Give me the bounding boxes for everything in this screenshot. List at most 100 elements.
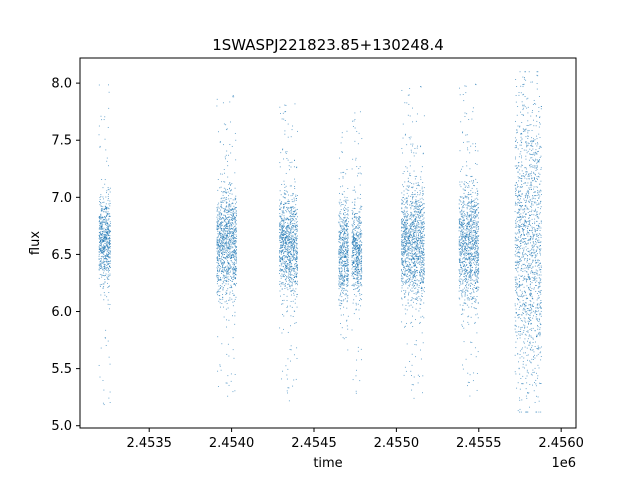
data-point [234,237,236,239]
data-point [340,172,342,174]
data-point [282,211,284,213]
data-point [340,142,342,144]
data-point [351,257,353,259]
data-point [416,235,418,237]
data-point [224,220,226,222]
data-point [99,274,101,275]
data-point [403,204,405,205]
data-point [406,242,408,244]
data-point [341,276,343,277]
data-point [220,223,221,225]
data-point [346,218,348,220]
data-point [403,247,405,249]
data-point [287,247,289,249]
data-point [289,258,291,260]
data-point [343,242,345,244]
data-point [356,265,358,267]
data-point [223,246,225,248]
data-point [223,238,225,240]
data-point [347,290,349,292]
data-point [416,260,418,262]
data-point [292,289,294,291]
data-point [294,263,296,265]
data-point [339,203,341,205]
data-point [411,219,413,221]
data-point [233,233,235,235]
data-point [401,261,403,263]
data-point [359,111,361,113]
data-point [217,336,219,338]
data-point [357,303,359,305]
data-point [348,245,350,247]
data-point [419,298,421,300]
data-point [405,257,407,259]
data-point [338,267,340,269]
data-point [347,284,349,286]
data-point [419,273,421,275]
data-point [407,278,409,280]
data-point [415,356,416,358]
data-point [99,238,101,240]
data-point [217,289,219,291]
data-point [234,225,236,227]
data-point [407,213,409,215]
data-point [227,395,229,397]
data-point [109,273,111,275]
data-point [221,241,223,243]
data-point [291,228,293,230]
data-point [102,228,104,230]
data-point [105,256,107,257]
data-point [346,269,347,271]
data-point [220,214,222,216]
data-point [415,226,417,228]
data-point [346,223,348,225]
data-point [106,223,108,225]
data-point [101,251,102,253]
data-point [283,208,285,210]
data-point [413,275,414,277]
data-point [408,236,409,238]
data-point [415,213,417,215]
data-point [342,287,344,289]
data-point [220,245,222,247]
data-point [283,234,285,236]
data-point [409,278,411,280]
data-point [422,315,424,317]
data-point [418,286,420,288]
data-point [417,209,419,211]
data-point [286,243,288,245]
data-point [352,229,353,231]
data-point [404,238,406,240]
data-point [227,235,229,236]
data-point [357,282,359,284]
data-point [224,237,226,239]
data-point [218,245,220,247]
data-point [227,248,229,249]
data-point [404,249,406,251]
data-point [422,190,424,192]
data-point [100,226,102,228]
data-point [343,254,345,256]
data-point [294,242,296,244]
data-point [295,254,297,256]
data-point [101,228,103,230]
data-point [105,221,107,223]
data-point [227,165,229,167]
data-point [284,255,285,257]
data-point [359,218,360,220]
data-point [357,238,359,240]
data-point [354,239,356,241]
data-point [279,239,281,241]
data-point [223,316,225,318]
data-point [229,251,231,253]
data-point [415,308,417,310]
data-point [292,193,294,195]
data-point [223,210,225,212]
data-point [343,276,345,278]
data-point [109,191,111,193]
data-point [294,283,296,285]
data-point [107,226,109,228]
data-point [217,131,219,133]
data-point [411,258,413,260]
data-point [358,258,360,260]
